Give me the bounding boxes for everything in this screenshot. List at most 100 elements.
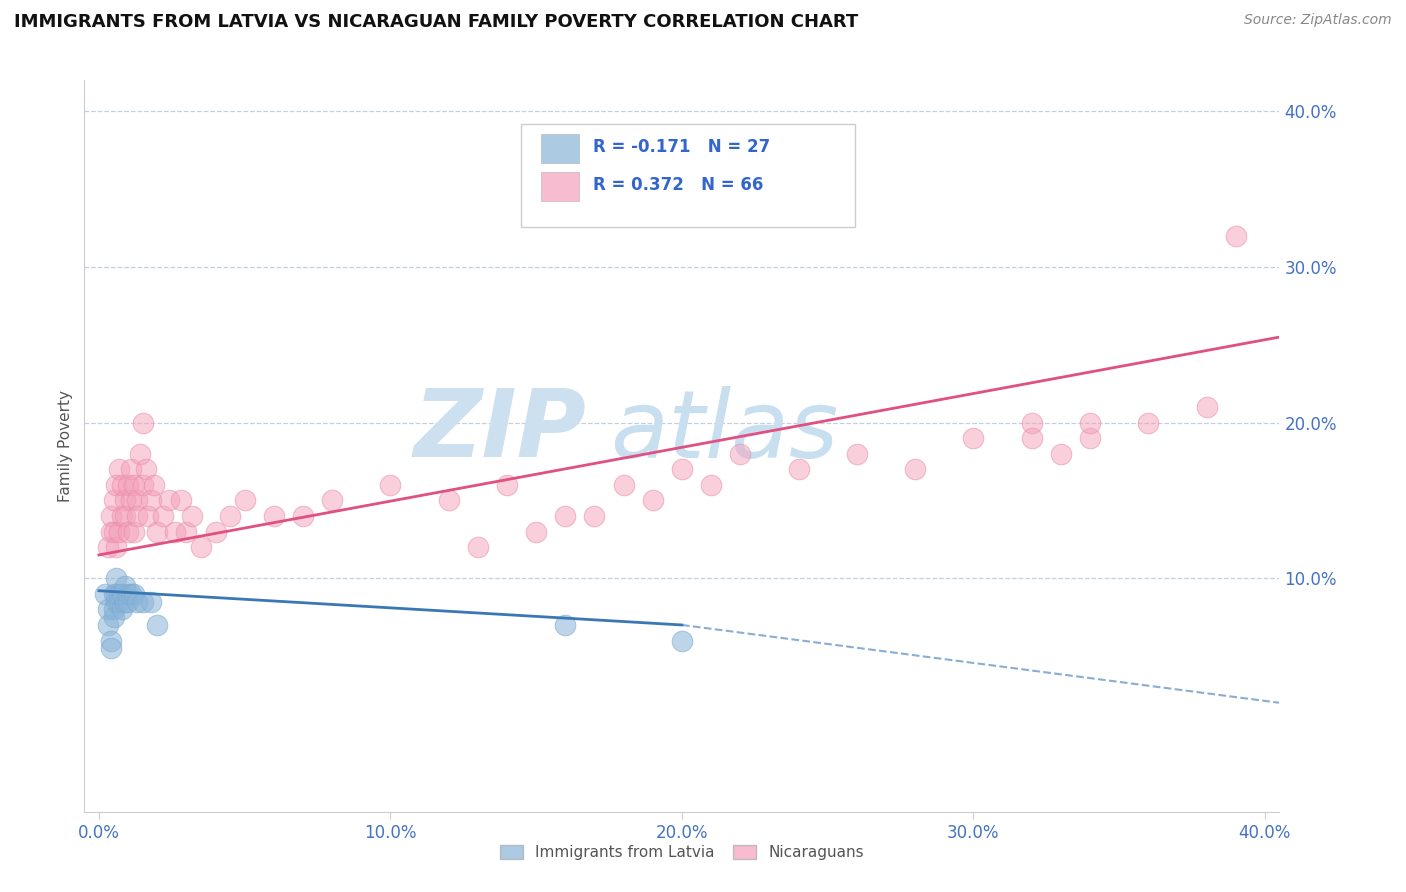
Point <box>146 618 169 632</box>
Point <box>125 493 148 508</box>
Point <box>437 493 460 508</box>
Point <box>554 509 576 524</box>
Point <box>100 524 122 539</box>
Point <box>641 493 664 508</box>
Point <box>1078 416 1101 430</box>
Point <box>554 618 576 632</box>
Point <box>467 540 489 554</box>
Point <box>103 493 125 508</box>
Point <box>111 602 134 616</box>
Text: IMMIGRANTS FROM LATVIA VS NICARAGUAN FAMILY POVERTY CORRELATION CHART: IMMIGRANTS FROM LATVIA VS NICARAGUAN FAM… <box>14 13 858 31</box>
Point <box>108 462 131 476</box>
Point <box>263 509 285 524</box>
Point <box>962 431 984 445</box>
Point <box>108 524 131 539</box>
FancyBboxPatch shape <box>520 124 855 227</box>
Point <box>613 478 636 492</box>
Point <box>1021 431 1043 445</box>
Point <box>138 509 160 524</box>
Point <box>97 602 120 616</box>
Text: ZIP: ZIP <box>413 385 586 477</box>
Point <box>141 493 163 508</box>
Point <box>1050 447 1073 461</box>
Point <box>496 478 519 492</box>
Point <box>117 478 139 492</box>
Text: atlas: atlas <box>610 386 838 477</box>
Point <box>135 462 157 476</box>
Point <box>122 478 145 492</box>
Point <box>1021 416 1043 430</box>
Point <box>380 478 402 492</box>
Point <box>1078 431 1101 445</box>
Point <box>671 633 693 648</box>
Point <box>190 540 212 554</box>
Point <box>120 493 142 508</box>
Text: Source: ZipAtlas.com: Source: ZipAtlas.com <box>1244 13 1392 28</box>
Point <box>128 447 150 461</box>
Point <box>117 524 139 539</box>
Point <box>845 447 868 461</box>
Point <box>105 478 128 492</box>
Point <box>1195 400 1218 414</box>
Point <box>105 571 128 585</box>
FancyBboxPatch shape <box>541 134 579 163</box>
Point <box>787 462 810 476</box>
Point <box>904 462 927 476</box>
Point <box>321 493 343 508</box>
Point <box>111 587 134 601</box>
Point <box>1137 416 1160 430</box>
Point <box>583 509 606 524</box>
Point <box>671 462 693 476</box>
Point <box>204 524 226 539</box>
Point <box>108 587 131 601</box>
Text: R = 0.372   N = 66: R = 0.372 N = 66 <box>593 176 763 194</box>
Point <box>131 416 153 430</box>
Point <box>114 509 136 524</box>
Point <box>291 509 314 524</box>
Legend: Immigrants from Latvia, Nicaraguans: Immigrants from Latvia, Nicaraguans <box>494 839 870 866</box>
Point <box>131 478 153 492</box>
Point <box>105 540 128 554</box>
Point <box>100 509 122 524</box>
Point <box>114 493 136 508</box>
Point <box>111 478 134 492</box>
Point <box>157 493 180 508</box>
Point <box>700 478 723 492</box>
Point <box>100 641 122 656</box>
Point <box>120 462 142 476</box>
Point <box>524 524 547 539</box>
Point <box>111 509 134 524</box>
Point <box>103 610 125 624</box>
Point <box>122 524 145 539</box>
Point <box>131 594 153 608</box>
Point <box>117 594 139 608</box>
Point <box>163 524 186 539</box>
Point <box>169 493 191 508</box>
Point <box>105 587 128 601</box>
Text: R = -0.171   N = 27: R = -0.171 N = 27 <box>593 138 770 156</box>
FancyBboxPatch shape <box>541 171 579 201</box>
Point <box>103 602 125 616</box>
Point <box>97 618 120 632</box>
Point <box>122 587 145 601</box>
Y-axis label: Family Poverty: Family Poverty <box>58 390 73 502</box>
Point <box>233 493 256 508</box>
Point <box>105 594 128 608</box>
Point <box>114 594 136 608</box>
Point <box>103 524 125 539</box>
Point <box>143 478 166 492</box>
Point <box>100 633 122 648</box>
Point <box>117 587 139 601</box>
Point <box>125 594 148 608</box>
Point <box>181 509 204 524</box>
Point <box>94 587 117 601</box>
Point <box>1225 228 1247 243</box>
Point <box>219 509 242 524</box>
Point <box>114 579 136 593</box>
Point <box>152 509 174 524</box>
Point <box>103 587 125 601</box>
Point <box>176 524 198 539</box>
Point <box>141 594 163 608</box>
Point <box>97 540 120 554</box>
Point <box>125 509 148 524</box>
